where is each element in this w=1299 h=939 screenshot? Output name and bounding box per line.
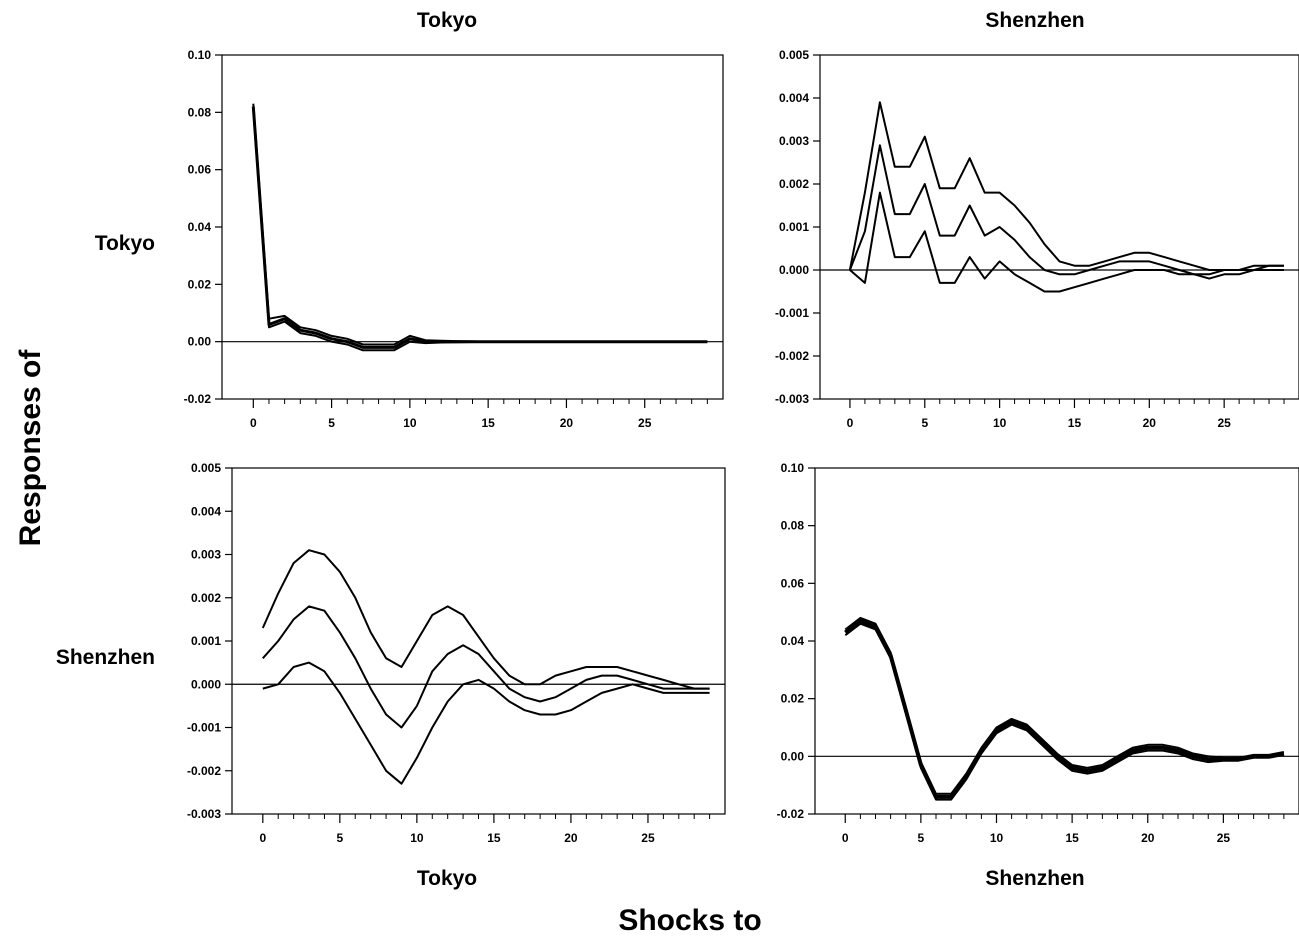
y-tick-label: -0.002 [187, 764, 221, 778]
x-tick-label: 25 [1217, 831, 1231, 845]
y-tick-label: 0.10 [188, 48, 212, 62]
x-tick-label: 10 [403, 416, 417, 430]
column-title-tokyo: Tokyo [417, 9, 477, 32]
y-axis-title: Responses of [14, 349, 47, 547]
x-tick-label: 20 [1141, 831, 1155, 845]
series-line-2 [252, 103, 708, 346]
y-tick-label: 0.06 [781, 576, 805, 590]
y-tick-label: -0.003 [187, 807, 221, 821]
y-tick-label: 0.06 [188, 163, 212, 177]
column-footer-shenzhen: Shenzhen [985, 867, 1084, 890]
panel-3: -0.003 -0.002 -0.001 0.000 0.001 0.002 0.003 0.… [187, 461, 726, 845]
y-tick-label: 0.004 [191, 504, 221, 518]
x-tick-label: 5 [918, 831, 925, 845]
y-tick-label: -0.001 [775, 306, 809, 320]
y-tick-label: 0.10 [781, 461, 805, 475]
column-title-shenzhen: Shenzhen [985, 9, 1084, 32]
series-line-2 [848, 144, 1284, 276]
y-tick-label: 0.000 [191, 677, 221, 691]
y-tick-label: -0.002 [775, 349, 809, 363]
y-tick-label: 0.003 [779, 134, 809, 148]
y-tick-label: 0.000 [779, 263, 809, 277]
x-tick-label: 5 [328, 416, 335, 430]
x-tick-label: 15 [481, 416, 495, 430]
x-tick-label: 25 [1217, 416, 1231, 430]
series-line-1 [261, 549, 710, 690]
x-tick-label: 15 [1065, 831, 1079, 845]
row-label-shenzhen: Shenzhen [56, 646, 155, 669]
series-line-3 [252, 109, 708, 352]
series-line-1 [844, 618, 1285, 799]
x-tick-label: 10 [410, 831, 424, 845]
x-tick-label: 5 [337, 831, 344, 845]
y-tick-label: 0.04 [188, 220, 212, 234]
panel-2: -0.003 -0.002 -0.001 0.000 0.001 0.002 0.003 0.… [775, 48, 1299, 430]
x-tick-label: 15 [1068, 416, 1082, 430]
x-tick-label: 0 [842, 831, 849, 845]
y-tick-label: 0.02 [781, 692, 805, 706]
series-line-3 [844, 622, 1285, 801]
y-tick-label: -0.003 [775, 392, 809, 406]
series-line-1 [251, 106, 708, 349]
y-tick-label: 0.04 [781, 634, 805, 648]
y-tick-label: 0.005 [191, 461, 221, 475]
panel-4: -0.02 0.00 0.02 0.04 0.06 0.08 0.10 0 5 10 15 20 25 [777, 461, 1299, 845]
plot-frame [221, 54, 724, 400]
series-line-3 [262, 661, 710, 785]
row-label-tokyo: Tokyo [95, 232, 155, 255]
x-tick-label: 15 [487, 831, 501, 845]
y-tick-label: 0.00 [188, 335, 212, 349]
x-tick-label: 0 [259, 831, 266, 845]
column-footer-tokyo: Tokyo [417, 867, 477, 890]
series-line-3 [849, 191, 1284, 293]
x-tick-label: 25 [638, 416, 652, 430]
x-tick-label: 20 [560, 416, 574, 430]
x-tick-label: 25 [641, 831, 655, 845]
y-tick-label: 0.003 [191, 548, 221, 562]
y-tick-label: 0.08 [188, 105, 212, 119]
y-tick-label: 0.08 [781, 519, 805, 533]
x-tick-label: 20 [564, 831, 578, 845]
panel-1: -0.02 0.00 0.02 0.04 0.06 0.08 0.10 0 5 10 15 20 25 [184, 48, 724, 430]
y-tick-label: 0.001 [779, 220, 809, 234]
y-tick-label: -0.001 [187, 721, 221, 735]
y-tick-label: 0.001 [191, 634, 221, 648]
x-tick-label: 10 [993, 416, 1007, 430]
y-tick-label: 0.002 [191, 591, 221, 605]
y-tick-label: 0.00 [781, 749, 805, 763]
x-tick-label: 5 [921, 416, 928, 430]
y-tick-label: 0.005 [779, 48, 809, 62]
y-tick-label: -0.02 [184, 392, 212, 406]
plot-frame [231, 467, 726, 815]
plot-frame [814, 467, 1299, 815]
panels: -0.020.000.020.040.060.080.100 5 10 15 20 25-… [184, 48, 1299, 845]
x-tick-label: 10 [990, 831, 1004, 845]
series-line-2 [844, 616, 1285, 795]
y-tick-label: 0.02 [188, 277, 212, 291]
y-tick-label: 0.002 [779, 177, 809, 191]
series-line-1 [848, 101, 1284, 271]
x-axis-title: Shocks to [618, 904, 761, 937]
x-tick-label: 0 [847, 416, 854, 430]
plot-frame [819, 54, 1299, 400]
x-tick-label: 20 [1143, 416, 1157, 430]
y-tick-label: -0.02 [777, 807, 805, 821]
series-line-2 [262, 605, 710, 729]
x-tick-label: 0 [250, 416, 257, 430]
y-tick-label: 0.004 [779, 91, 809, 105]
